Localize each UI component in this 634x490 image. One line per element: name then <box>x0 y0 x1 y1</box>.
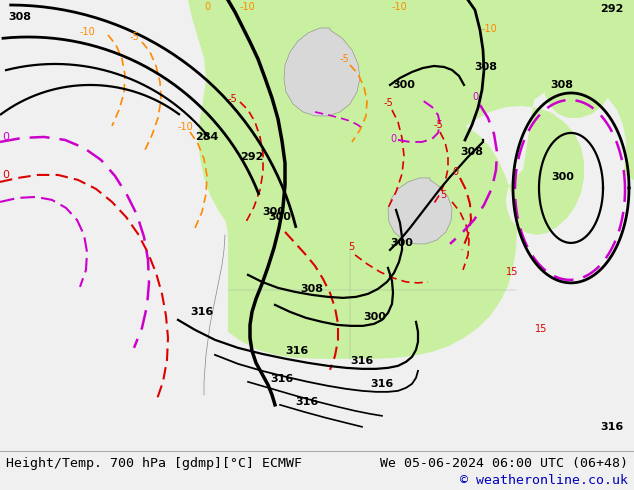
Text: -5: -5 <box>384 98 394 108</box>
Text: 292: 292 <box>240 152 263 162</box>
Text: 308: 308 <box>460 147 483 157</box>
Text: -10: -10 <box>240 2 256 12</box>
Text: 316: 316 <box>285 346 308 356</box>
Text: 5: 5 <box>348 242 354 252</box>
Text: 0: 0 <box>472 92 478 102</box>
Text: -10: -10 <box>178 122 194 132</box>
Text: 0: 0 <box>2 132 9 142</box>
Polygon shape <box>188 0 634 359</box>
Text: 300: 300 <box>551 172 574 182</box>
Text: -10: -10 <box>482 24 498 34</box>
Text: 0: 0 <box>390 134 396 144</box>
Text: 308: 308 <box>550 80 573 90</box>
Text: 0: 0 <box>204 2 210 12</box>
Text: We 05-06-2024 06:00 UTC (06+48): We 05-06-2024 06:00 UTC (06+48) <box>380 457 628 470</box>
Polygon shape <box>284 28 360 116</box>
Text: 5: 5 <box>440 190 446 200</box>
Text: -10: -10 <box>392 2 408 12</box>
Text: 15: 15 <box>506 267 519 277</box>
Text: 0: 0 <box>452 167 458 177</box>
Text: 308: 308 <box>300 284 323 294</box>
Polygon shape <box>203 0 285 135</box>
Text: 300: 300 <box>363 312 386 322</box>
Text: 0: 0 <box>2 170 9 180</box>
Text: 316: 316 <box>370 379 393 389</box>
Polygon shape <box>297 0 384 98</box>
Text: 300: 300 <box>392 80 415 90</box>
Text: 300: 300 <box>262 207 285 217</box>
Text: -10: -10 <box>80 27 96 37</box>
Text: -5: -5 <box>228 94 238 104</box>
Polygon shape <box>428 0 504 92</box>
Text: 300: 300 <box>268 212 291 222</box>
Text: Height/Temp. 700 hPa [gdmp][°C] ECMWF: Height/Temp. 700 hPa [gdmp][°C] ECMWF <box>6 457 302 470</box>
Text: 316: 316 <box>190 307 213 317</box>
Text: 316: 316 <box>350 356 373 366</box>
Text: -5: -5 <box>434 120 444 130</box>
Text: -5: -5 <box>130 32 139 42</box>
Text: 316: 316 <box>270 374 294 384</box>
Text: 308: 308 <box>474 62 497 72</box>
Text: 316: 316 <box>600 422 623 432</box>
Text: © weatheronline.co.uk: © weatheronline.co.uk <box>460 474 628 488</box>
Text: 15: 15 <box>535 324 547 334</box>
Polygon shape <box>544 0 634 120</box>
Text: 300: 300 <box>390 238 413 248</box>
Text: 292: 292 <box>600 4 623 14</box>
Text: 316: 316 <box>295 397 318 407</box>
Text: 308: 308 <box>8 12 31 22</box>
Text: 284: 284 <box>195 132 218 142</box>
Polygon shape <box>388 178 452 244</box>
Text: -5: -5 <box>340 54 350 64</box>
